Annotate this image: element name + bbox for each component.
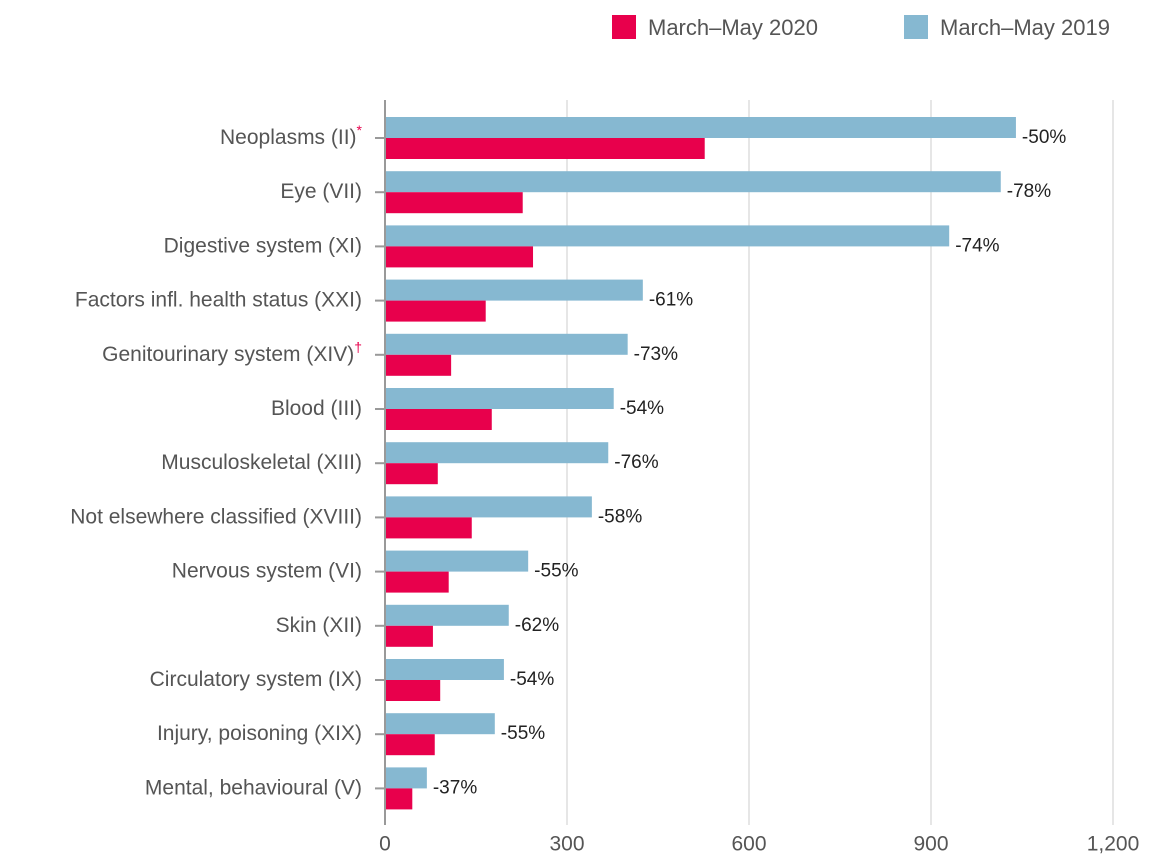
- category-text: Not elsewhere classified (XVIII): [70, 505, 362, 528]
- change-label: -55%: [534, 561, 578, 582]
- category-text: Skin (XII): [276, 613, 362, 636]
- category-text: Circulatory system (IX): [150, 668, 362, 691]
- category-label: Musculoskeletal (XIII): [161, 451, 362, 474]
- category-text: Eye (VII): [280, 180, 362, 203]
- x-tick-label: 1,200: [1087, 833, 1140, 856]
- bar: [385, 713, 495, 735]
- category-text: Genitourinary system (XIV): [102, 342, 354, 365]
- category-label: Neoplasms (II)*: [220, 122, 363, 149]
- category-label: Blood (III): [271, 397, 362, 420]
- category-label: Factors infl. health status (XXI): [75, 288, 362, 311]
- bar: [385, 496, 592, 518]
- legend-label: March–May 2019: [940, 15, 1110, 40]
- bar: [385, 409, 492, 430]
- category-label: Digestive system (XI): [164, 234, 362, 257]
- bar: [385, 604, 509, 626]
- category-text: Factors infl. health status (XXI): [75, 288, 362, 311]
- change-label: -58%: [598, 506, 642, 527]
- change-label: -55%: [501, 723, 545, 744]
- bar: [385, 571, 449, 593]
- category-text: Mental, behavioural (V): [145, 776, 362, 799]
- legend-swatch: [612, 15, 636, 39]
- legend-swatch: [904, 15, 928, 39]
- bar: [385, 138, 705, 159]
- x-tick-label: 300: [549, 833, 584, 856]
- bar: [385, 442, 609, 464]
- legend-label: March–May 2020: [648, 15, 818, 40]
- bar: [385, 279, 643, 301]
- bar: [385, 333, 628, 355]
- change-label: -50%: [1022, 127, 1066, 148]
- category-text: Digestive system (XI): [164, 234, 362, 257]
- x-tick-label: 600: [731, 833, 766, 856]
- change-label: -73%: [634, 344, 678, 365]
- bar: [385, 625, 433, 647]
- bar: [385, 354, 452, 376]
- category-label: Not elsewhere classified (XVIII): [70, 505, 362, 528]
- bar: [385, 300, 486, 322]
- change-label: -37%: [433, 777, 477, 798]
- bar: [385, 659, 504, 680]
- change-label: -54%: [510, 669, 554, 690]
- category-text: Injury, poisoning (XIX): [157, 722, 362, 745]
- change-label: -62%: [515, 615, 559, 636]
- category-text: Neoplasms (II): [220, 126, 357, 149]
- change-label: -78%: [1007, 181, 1051, 202]
- change-label: -76%: [614, 452, 658, 473]
- category-label: Eye (VII): [280, 180, 362, 203]
- bar: [385, 767, 427, 789]
- bar: [385, 550, 529, 572]
- category-label: Skin (XII): [276, 613, 362, 636]
- bar: [385, 117, 1016, 138]
- x-tick-label: 0: [379, 833, 391, 856]
- change-label: -61%: [649, 290, 693, 311]
- bar: [385, 388, 614, 409]
- bar: [385, 192, 523, 214]
- bar: [385, 225, 950, 247]
- bar: [385, 246, 534, 268]
- change-label: -74%: [955, 235, 999, 256]
- category-text: Musculoskeletal (XIII): [161, 451, 362, 474]
- category-label: Mental, behavioural (V): [145, 776, 362, 799]
- category-text: Nervous system (VI): [172, 559, 362, 582]
- category-label: Circulatory system (IX): [150, 668, 362, 691]
- bar: [385, 680, 441, 701]
- category-label: Genitourinary system (XIV)†: [102, 339, 362, 366]
- footnote-mark: †: [354, 339, 362, 355]
- category-label: Injury, poisoning (XIX): [157, 722, 362, 745]
- footnote-mark: *: [357, 122, 363, 138]
- category-label: Nervous system (VI): [172, 559, 362, 582]
- category-text: Blood (III): [271, 397, 362, 420]
- bar: [385, 734, 435, 756]
- bar: [385, 463, 438, 485]
- bar: [385, 171, 1001, 193]
- bar: [385, 517, 472, 539]
- x-tick-label: 900: [913, 833, 948, 856]
- change-label: -54%: [620, 398, 664, 419]
- bar: [385, 788, 413, 810]
